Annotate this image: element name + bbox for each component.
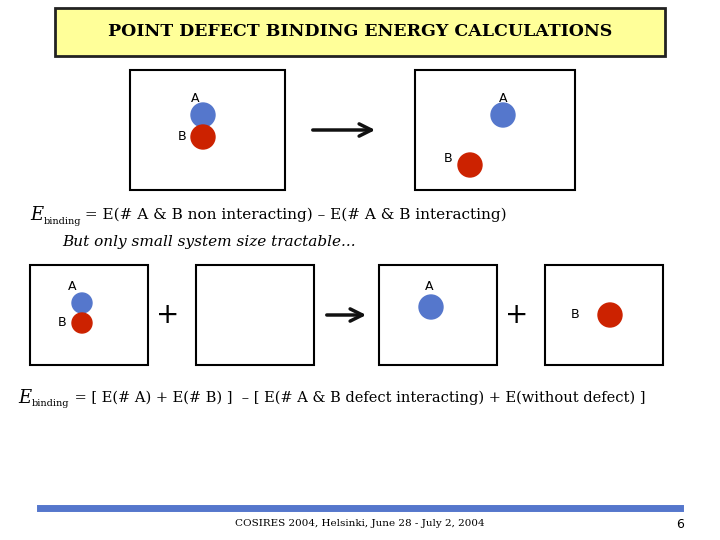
Text: binding: binding	[32, 400, 70, 408]
Text: 6: 6	[676, 517, 684, 530]
Circle shape	[72, 313, 92, 333]
Text: E: E	[30, 206, 43, 224]
Text: POINT DEFECT BINDING ENERGY CALCULATIONS: POINT DEFECT BINDING ENERGY CALCULATIONS	[108, 24, 612, 40]
Circle shape	[419, 295, 443, 319]
Text: But only small system size tractable...: But only small system size tractable...	[62, 235, 356, 249]
Circle shape	[72, 293, 92, 313]
Text: E: E	[18, 389, 31, 407]
Circle shape	[458, 153, 482, 177]
Bar	[30, 265, 148, 365]
Text: A: A	[499, 91, 508, 105]
Text: = E(# A & B non interacting) – E(# A & B interacting): = E(# A & B non interacting) – E(# A & B…	[80, 208, 507, 222]
Text: B: B	[571, 308, 580, 321]
Circle shape	[598, 303, 622, 327]
Text: B: B	[444, 152, 452, 165]
Circle shape	[491, 103, 515, 127]
Bar	[55, 8, 665, 56]
Text: COSIRES 2004, Helsinki, June 28 - July 2, 2004: COSIRES 2004, Helsinki, June 28 - July 2…	[235, 519, 485, 529]
Text: +: +	[156, 301, 180, 329]
Text: = [ E(# A) + E(# B) ]  – [ E(# A & B defect interacting) + E(without defect) ]: = [ E(# A) + E(# B) ] – [ E(# A & B defe…	[70, 391, 646, 405]
Bar	[379, 265, 497, 365]
Text: A: A	[425, 280, 433, 294]
Text: A: A	[191, 91, 199, 105]
Text: B: B	[178, 131, 186, 144]
Text: binding: binding	[44, 217, 81, 226]
Text: B: B	[58, 316, 66, 329]
Text: +: +	[505, 301, 528, 329]
Bar	[415, 70, 575, 190]
Bar	[545, 265, 663, 365]
Bar	[196, 265, 314, 365]
Circle shape	[191, 103, 215, 127]
Circle shape	[191, 125, 215, 149]
Text: A: A	[68, 280, 76, 294]
Bar	[130, 70, 285, 190]
